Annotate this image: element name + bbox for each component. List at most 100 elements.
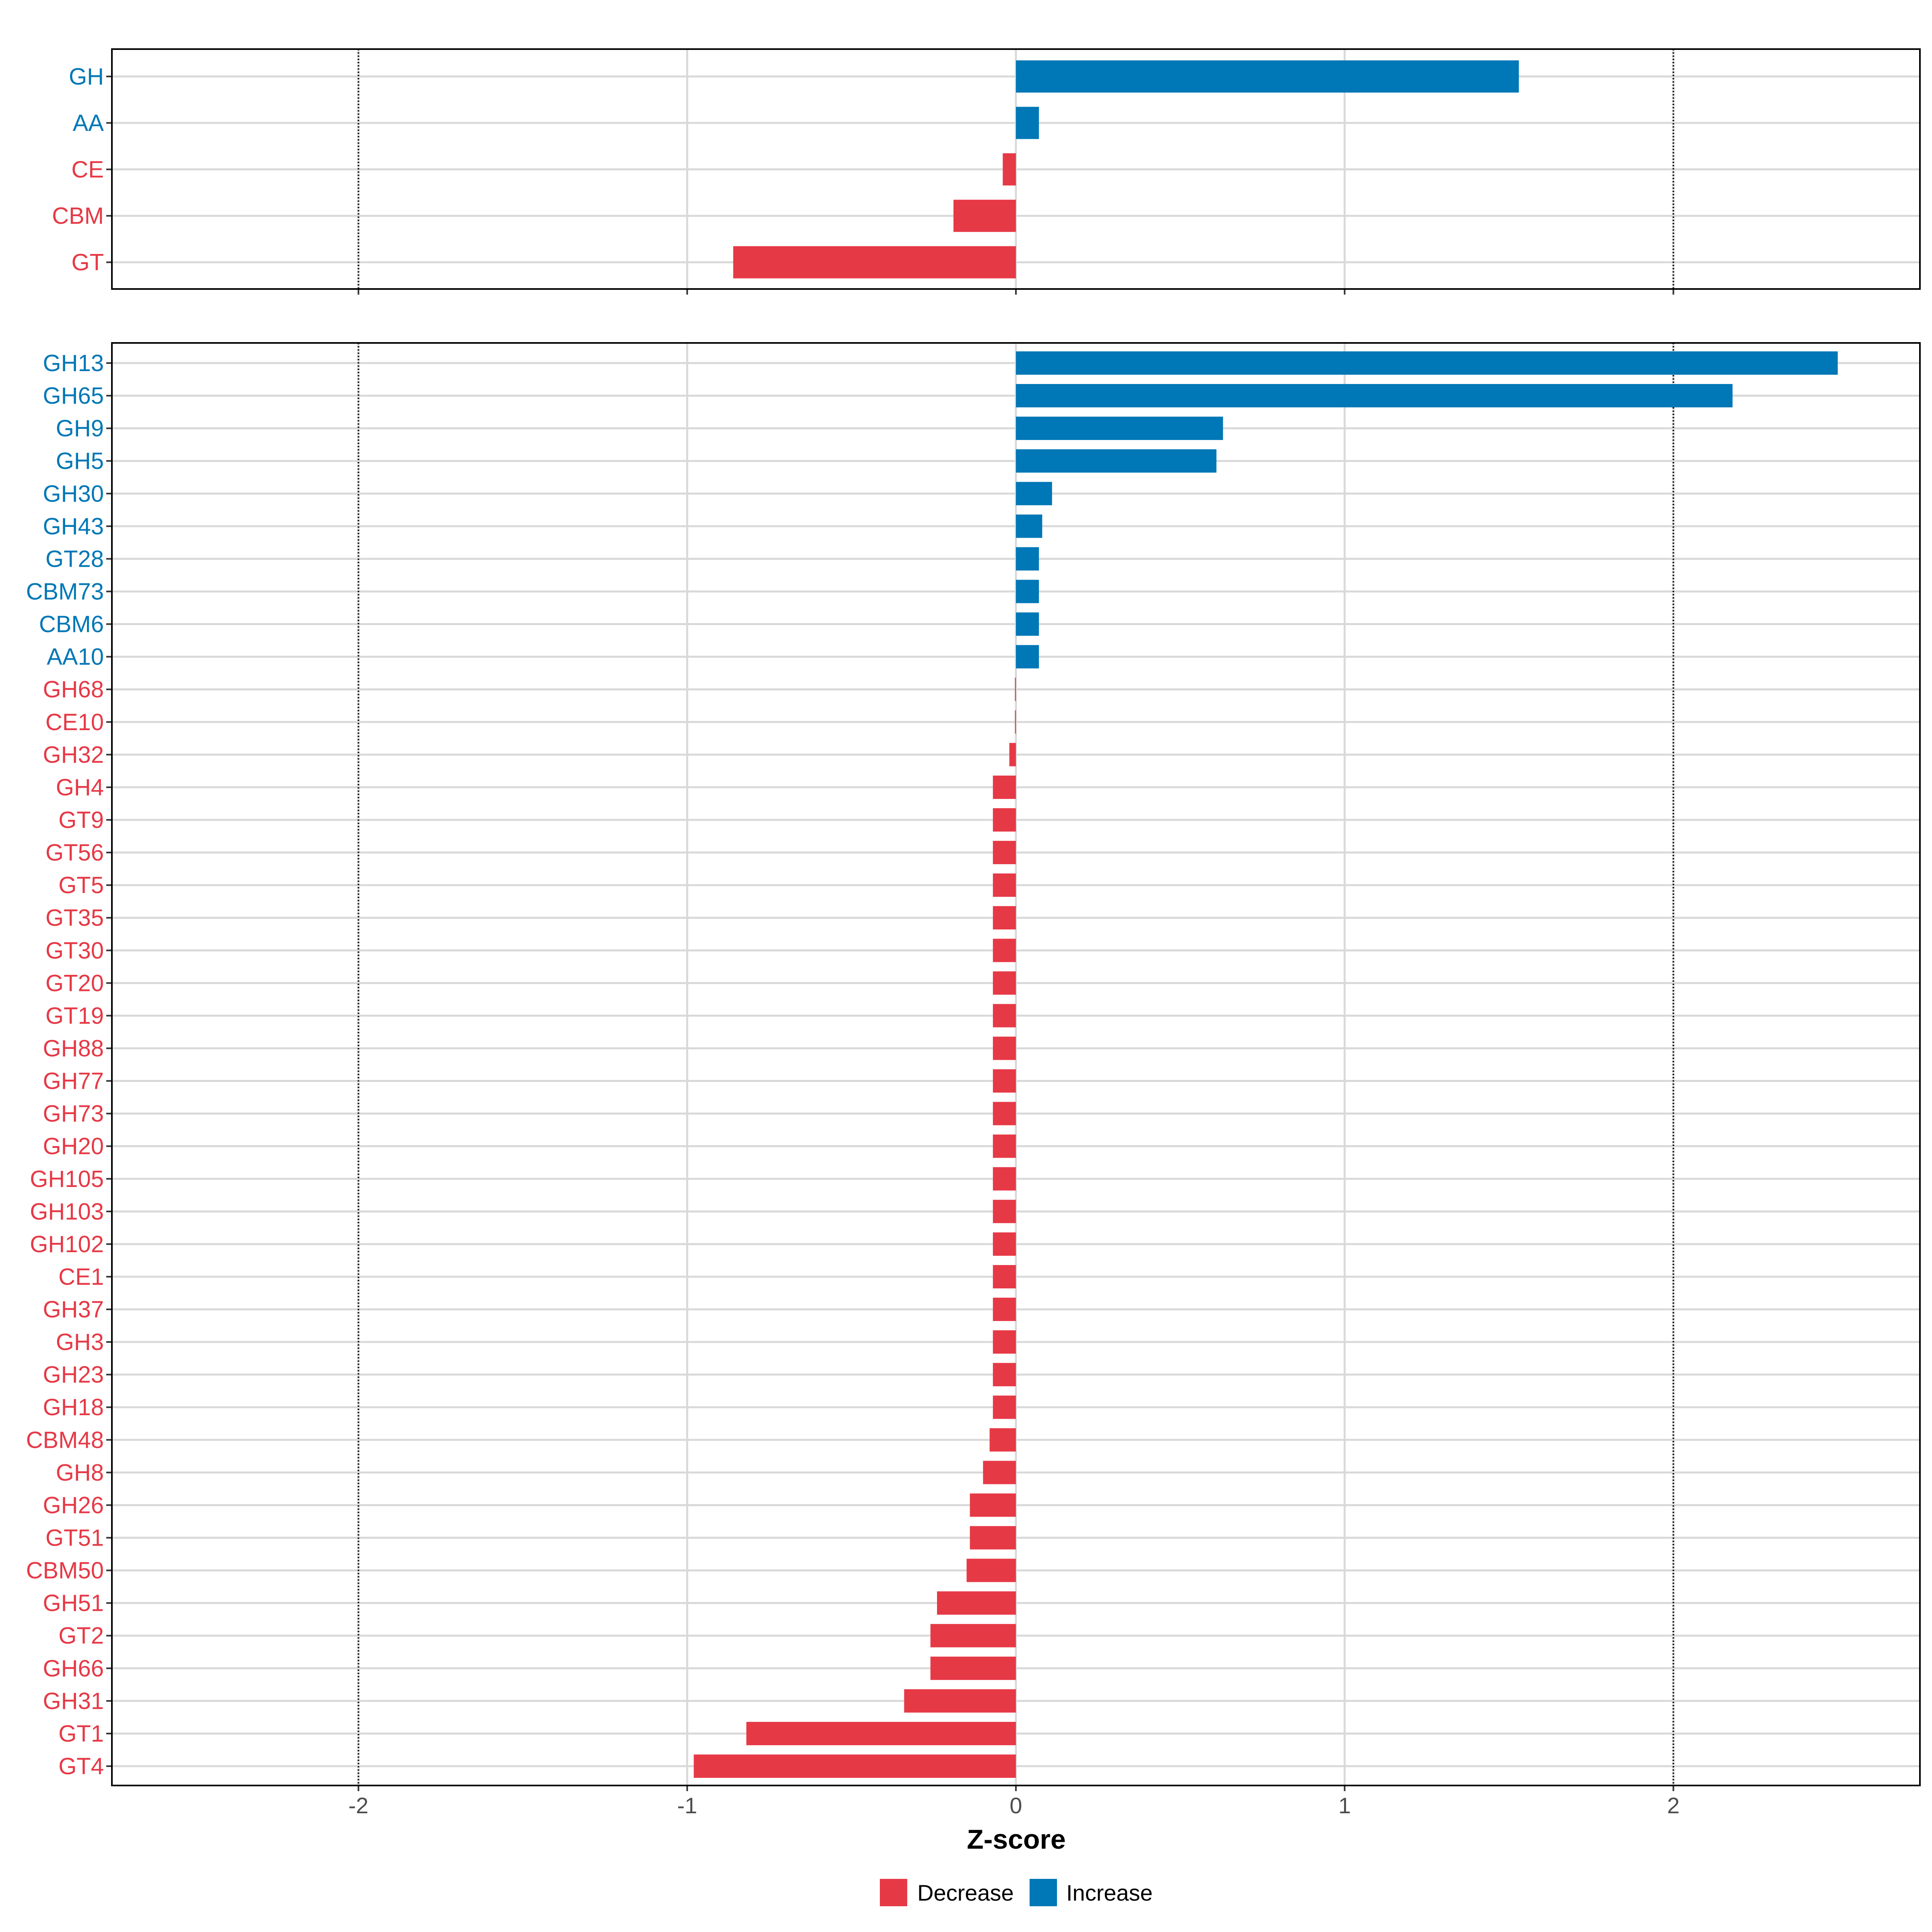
bar-gt20 — [993, 971, 1016, 995]
y-label-gt4: GT4 — [58, 1753, 104, 1779]
bar-gt35 — [993, 906, 1016, 930]
y-label-ce1: CE1 — [58, 1264, 104, 1290]
y-label-gt19: GT19 — [45, 1003, 104, 1029]
y-label-gh30: GH30 — [43, 481, 104, 507]
panel-border — [111, 342, 1921, 1786]
y-label-aa10: AA10 — [47, 644, 104, 670]
y-label-gt5: GT5 — [58, 872, 104, 898]
panel-border — [111, 48, 1921, 290]
bar-gt2 — [930, 1624, 1016, 1647]
bar-aa10 — [1016, 645, 1039, 669]
y-label-gh8: GH8 — [56, 1459, 104, 1486]
bar-gh31 — [904, 1689, 1016, 1713]
bar-cbm — [953, 200, 1016, 232]
bar-gh77 — [993, 1069, 1016, 1093]
y-label-gh3: GH3 — [56, 1329, 104, 1355]
bar-gh66 — [930, 1656, 1016, 1680]
bar-gh — [1016, 60, 1519, 93]
bar-gh3 — [993, 1330, 1016, 1354]
bar-gh73 — [993, 1102, 1016, 1125]
bar-gh102 — [993, 1232, 1016, 1256]
y-label-gt56: GT56 — [45, 840, 104, 866]
x-axis: -2 -1 0 1 2 — [349, 1793, 1680, 1818]
bar-gh4 — [993, 775, 1016, 799]
legend-label-increase: Increase — [1066, 1880, 1153, 1905]
y-label-cbm73: CBM73 — [26, 578, 104, 605]
y-label-gh73: GH73 — [43, 1101, 104, 1127]
y-label-gh37: GH37 — [43, 1296, 104, 1323]
bar-gh5 — [1016, 449, 1217, 473]
x-tick-label-2: 0 — [1009, 1793, 1022, 1818]
y-label-cbm6: CBM6 — [39, 611, 104, 638]
bar-gh9 — [1016, 417, 1223, 440]
y-label-gh31: GH31 — [43, 1688, 104, 1714]
y-label-gh88: GH88 — [43, 1035, 104, 1061]
y-label-gh77: GH77 — [43, 1068, 104, 1094]
family-panel: GH13 GH65 GH9 GH5 GH30 GH43 GT28 CBM73 CBM6 AA10 G… — [26, 342, 1921, 1791]
bar-gt56 — [993, 841, 1016, 865]
bar-gh43 — [1016, 514, 1042, 538]
y-label-gt9: GT9 — [58, 807, 104, 833]
x-tick-label-3: 1 — [1338, 1793, 1351, 1818]
bar-gh65 — [1016, 384, 1733, 408]
y-label-gh102: GH102 — [30, 1231, 104, 1257]
y-label-gh20: GH20 — [43, 1133, 104, 1160]
bar-cbm50 — [966, 1558, 1016, 1582]
bar-gh37 — [993, 1298, 1016, 1321]
y-label-ce: CE — [71, 157, 104, 183]
bar-gt30 — [993, 939, 1016, 962]
y-label-gh66: GH66 — [43, 1655, 104, 1682]
bar-gt1 — [746, 1721, 1016, 1745]
legend: Decrease Increase — [880, 1879, 1153, 1906]
x-tick-label-0: -2 — [349, 1793, 369, 1818]
y-label-gh23: GH23 — [43, 1362, 104, 1388]
bar-gt51 — [970, 1526, 1016, 1550]
bar-gh20 — [993, 1134, 1016, 1158]
bar-gh18 — [993, 1395, 1016, 1419]
y-label-gh51: GH51 — [43, 1590, 104, 1616]
y-label-gh4: GH4 — [56, 774, 104, 801]
bar-gh103 — [993, 1199, 1016, 1223]
y-label-gh105: GH105 — [30, 1166, 104, 1192]
y-label-gt35: GT35 — [45, 905, 104, 931]
bar-gh13 — [1016, 351, 1838, 375]
y-label-gh18: GH18 — [43, 1394, 104, 1420]
y-label-gh103: GH103 — [30, 1199, 104, 1225]
bar-aa — [1016, 107, 1039, 139]
bar-gt5 — [993, 873, 1016, 897]
bar-gt28 — [1016, 547, 1039, 571]
x-tick-label-1: -1 — [677, 1793, 697, 1818]
y-label-aa: AA — [73, 110, 104, 136]
y-label-gh: GH — [69, 64, 104, 90]
bar-gh30 — [1016, 482, 1052, 506]
legend-label-decrease: Decrease — [917, 1880, 1014, 1905]
y-label-gh9: GH9 — [56, 415, 104, 442]
y-label-gt20: GT20 — [45, 970, 104, 996]
y-label-gh26: GH26 — [43, 1492, 104, 1518]
bar-gh32 — [1009, 743, 1016, 766]
y-label-gh13: GH13 — [43, 350, 104, 376]
y-label-gh32: GH32 — [43, 742, 104, 768]
y-label-gh43: GH43 — [43, 513, 104, 539]
bar-cbm73 — [1016, 580, 1039, 603]
y-label-gh65: GH65 — [43, 383, 104, 409]
bar-gh105 — [993, 1167, 1016, 1191]
bar-gh68 — [1015, 677, 1016, 701]
y-label-cbm48: CBM48 — [26, 1427, 104, 1453]
y-label-cbm: CBM — [52, 203, 104, 229]
bar-cbm48 — [989, 1428, 1016, 1452]
bar-gh23 — [993, 1363, 1016, 1387]
y-label-gt28: GT28 — [45, 546, 104, 572]
y-label-gt1: GT1 — [58, 1721, 104, 1747]
bar-gt — [733, 246, 1016, 279]
bar-gh26 — [970, 1493, 1016, 1517]
legend-swatch-decrease — [880, 1879, 907, 1906]
y-label-gt30: GT30 — [45, 937, 104, 964]
bar-cbm6 — [1016, 612, 1039, 636]
legend-swatch-increase — [1030, 1879, 1057, 1906]
y-label-gh68: GH68 — [43, 677, 104, 703]
bar-gt9 — [993, 808, 1016, 832]
y-label-cbm50: CBM50 — [26, 1558, 104, 1584]
bar-ce — [1003, 153, 1016, 186]
